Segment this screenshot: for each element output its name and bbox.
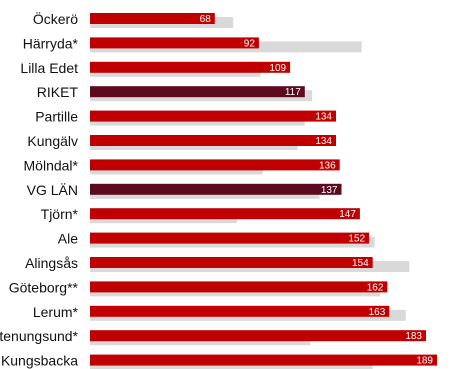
primary-bar-14 [90,354,437,366]
value-label-14: 189 [416,356,433,367]
primary-bar-11 [90,281,388,293]
category-label-8: Tjörn* [41,206,79,222]
value-label-1: 92 [244,38,256,49]
value-label-0: 68 [200,14,212,25]
category-label-3: RIKET [37,84,79,100]
category-label-7: VG LÄN [27,182,78,198]
value-label-10: 154 [352,258,369,269]
category-label-13: Stenungsund* [0,328,79,344]
primary-bar-1 [90,37,259,49]
highlight-bar-7 [90,183,342,195]
primary-bar-0 [90,13,215,24]
category-label-2: Lilla Edet [20,60,78,76]
primary-bar-5 [90,135,336,146]
primary-bar-9 [90,232,370,244]
value-label-8: 147 [339,209,356,220]
category-label-0: Öckerö [33,10,78,27]
value-label-13: 183 [405,331,422,342]
category-label-1: Härryda* [23,35,79,51]
highlight-bar-3 [90,86,305,98]
category-label-4: Partille [35,109,78,125]
category-label-12: Lerum* [33,304,79,320]
value-label-6: 136 [319,160,336,171]
category-labels: Öckerö Härryda* Lilla Edet RIKET Partille Kun… [0,10,79,369]
primary-bar-4 [90,110,336,122]
value-label-2: 109 [269,63,286,74]
value-label-12: 163 [369,307,386,318]
value-label-7: 137 [321,185,338,196]
category-label-9: Ale [58,231,78,247]
value-label-9: 152 [348,234,365,245]
category-label-10: Alingsås [25,255,78,271]
value-label-11: 162 [367,282,384,293]
primary-bar-2 [90,61,291,73]
primary-bar-10 [90,257,373,268]
value-label-3: 117 [285,87,301,98]
primary-bar-8 [90,208,360,220]
category-label-5: Kungälv [27,133,78,149]
value-labels: 68 92 109 117 134 134 136 137 147 152 154 162 163 183… [200,14,434,367]
value-label-5: 134 [315,136,332,147]
category-label-14: Kungsbacka [1,353,78,369]
category-label-6: Mölndal* [24,157,79,173]
value-label-4: 134 [315,112,332,123]
primary-bar-6 [90,159,340,171]
primary-bar-12 [90,305,390,317]
primary-bars [90,13,437,366]
primary-bar-13 [90,330,426,342]
category-label-11: Göteborg** [9,279,79,295]
